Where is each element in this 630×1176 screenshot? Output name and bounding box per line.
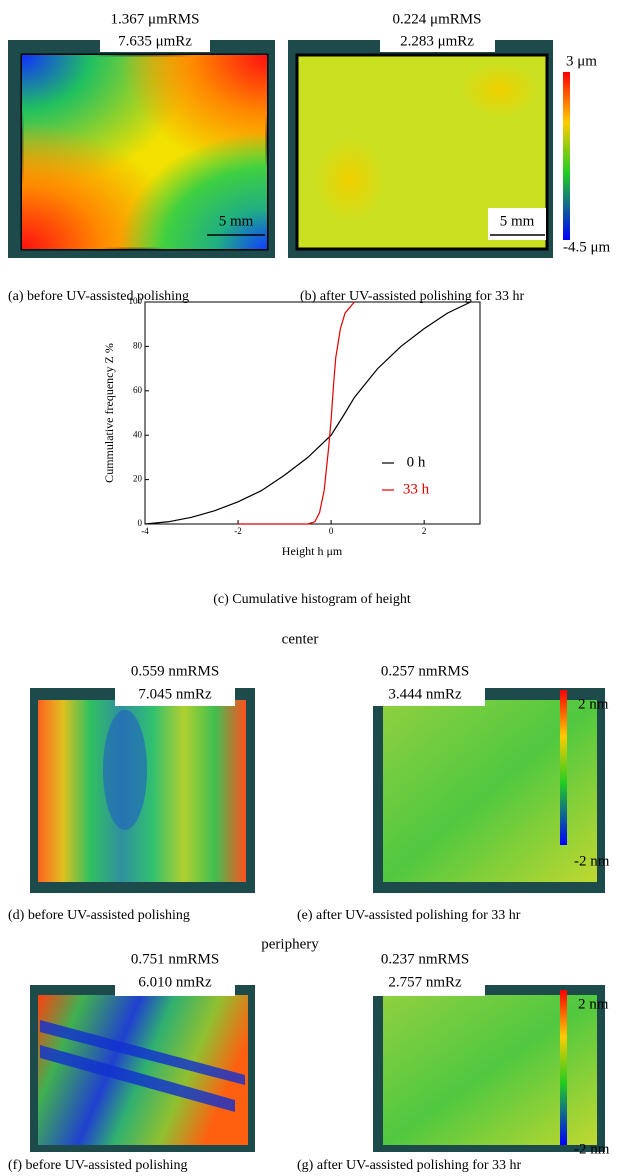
x-tick-label: 0 [329,526,334,536]
rz-label: 7.045 nmRz [138,686,212,702]
height-map-shade [305,125,395,235]
caption: (d) before UV-assisted polishing [8,908,190,923]
plot-frame [144,301,481,525]
section-title: center [282,631,319,647]
rz-label: 7.635 μmRz [118,33,192,49]
height-map-shade [450,55,550,125]
colorbar [560,690,567,845]
legend-label: 33 h [403,481,430,497]
rms-label: 1.367 μmRMS [111,11,200,27]
chart: Height h μm Cummulative frequency Z % (c… [102,296,481,607]
legend-label: 0 h [407,454,426,470]
y-tick-label: 40 [133,429,143,439]
colorbar-max: 2 nm [578,996,609,1012]
series-line [238,301,355,525]
height-map-shade [103,710,147,830]
x-axis-label: Height h μm [282,544,343,558]
section-title: periphery [261,936,319,952]
label-box [365,660,485,706]
rz-label: 3.444 nmRz [388,686,462,702]
caption: (b) after UV-assisted polishing for 33 h… [300,289,525,304]
rz-label: 2.283 μmRz [400,33,474,49]
y-tick-label: 100 [129,296,143,306]
y-tick-label: 80 [133,340,143,350]
colorbar-min: -4.5 μm [563,239,611,255]
caption: (a) before UV-assisted polishing [8,289,189,304]
scale-label: 5 mm [219,213,254,229]
rms-label: 0.559 nmRMS [131,663,219,679]
label-box [100,0,210,52]
rms-label: 0.224 μmRMS [393,11,482,27]
caption: (e) after UV-assisted polishing for 33 h… [297,908,521,923]
label-box [115,660,235,706]
label-box [365,950,485,996]
y-axis-label: Cummulative frequency Z % [102,343,116,483]
colorbar [563,72,570,240]
colorbar-min: -2 nm [574,1141,610,1157]
colorbar [560,990,567,1145]
height-map-shade [22,55,267,249]
rz-label: 6.010 nmRz [138,974,212,990]
caption: (g) after UV-assisted polishing for 33 h… [297,1158,522,1173]
rms-label: 0.257 nmRMS [381,663,469,679]
height-map-shade [40,1020,245,1085]
height-map-shade [40,1045,235,1112]
label-box [115,950,235,996]
series-line [144,301,471,525]
rms-label: 0.751 nmRMS [131,951,219,967]
scale-label: 5 mm [500,213,535,229]
x-tick-label: -2 [234,526,242,536]
x-tick-label: -4 [141,526,149,536]
rz-label: 2.757 nmRz [388,974,462,990]
y-tick-label: 20 [133,474,143,484]
x-tick-label: 2 [422,526,427,536]
y-tick-label: 0 [138,518,143,528]
label-box [380,0,495,52]
colorbar-max: 2 nm [578,696,609,712]
colorbar-min: -2 nm [574,853,610,869]
rms-label: 0.237 nmRMS [381,951,469,967]
caption: (f) before UV-assisted polishing [8,1158,188,1173]
y-tick-label: 60 [133,385,143,395]
caption: (c) Cumulative histogram of height [213,592,411,607]
colorbar-max: 3 μm [566,53,597,69]
